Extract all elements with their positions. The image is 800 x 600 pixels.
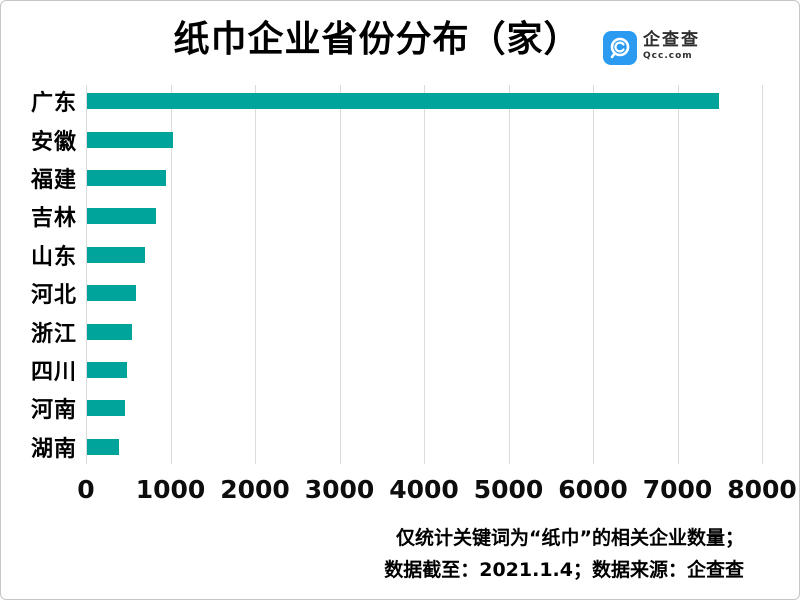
category-label-四川: 四川 (30, 359, 77, 385)
bar-row-浙江: 浙江 (1, 312, 800, 350)
gridline-3000 (339, 85, 341, 464)
category-label-广东: 广东 (30, 91, 77, 117)
gridline-4000 (424, 85, 425, 464)
x-tick-label-4000: 4000 (389, 475, 459, 504)
gridline-6000 (593, 85, 594, 464)
gridline-0 (86, 85, 87, 464)
bar-row-湖南: 湖南 (1, 428, 800, 466)
footnote-line-1: 仅统计关键词为“纸巾”的相关企业数量； (396, 527, 744, 549)
bar-广东 (87, 93, 719, 110)
gridline-1000 (170, 85, 172, 464)
bar-row-吉林: 吉林 (1, 197, 800, 235)
category-label-浙江: 浙江 (30, 321, 77, 347)
x-tick-label-5000: 5000 (473, 475, 544, 504)
category-label-山东: 山东 (30, 244, 77, 270)
bar-湖南 (87, 438, 120, 455)
bar-河北 (87, 285, 137, 302)
category-label-福建: 福建 (30, 167, 77, 193)
x-tick-label-2000: 2000 (220, 475, 290, 504)
x-tick-label-3000: 3000 (304, 475, 375, 504)
category-label-河南: 河南 (30, 398, 77, 424)
qcc-logo: 企查查 Qcc.com (603, 31, 700, 65)
bar-安徽 (87, 131, 174, 148)
bar-row-河北: 河北 (1, 274, 800, 312)
category-label-吉林: 吉林 (30, 206, 77, 232)
bar-row-山东: 山东 (1, 236, 800, 274)
chart-title: 纸巾企业省份分布（家） (173, 19, 581, 60)
bar-row-河南: 河南 (1, 389, 800, 427)
bar-河南 (87, 400, 126, 417)
x-tick-label-7000: 7000 (642, 475, 713, 504)
logo-brand-text: 企查查 (643, 30, 700, 50)
category-label-湖南: 湖南 (30, 436, 77, 462)
bar-row-安徽: 安徽 (1, 120, 800, 158)
logo-domain-text: Qcc.com (643, 51, 693, 61)
bar-四川 (87, 361, 127, 378)
x-tick-label-0: 0 (77, 475, 95, 504)
bar-山东 (87, 246, 146, 263)
category-label-河北: 河北 (30, 283, 77, 309)
chart-footnotes: 仅统计关键词为“纸巾”的相关企业数量； 数据截至：2021.1.4；数据来源：企… (384, 522, 744, 586)
footnote-line-2: 数据截至：2021.1.4；数据来源：企查查 (384, 559, 744, 581)
gridline-8000 (762, 85, 763, 464)
qcc-logo-text: 企查查 Qcc.com (643, 30, 700, 62)
x-tick-label-8000: 8000 (727, 475, 797, 504)
bar-row-广东: 广东 (1, 82, 800, 120)
bar-row-四川: 四川 (1, 351, 800, 389)
bar-福建 (87, 169, 166, 186)
x-tick-label-6000: 6000 (558, 475, 628, 504)
bar-浙江 (87, 323, 132, 340)
x-tick-label-1000: 1000 (135, 475, 206, 504)
gridline-5000 (508, 85, 510, 464)
qcc-magnifier-icon (603, 31, 637, 65)
gridline-7000 (677, 85, 679, 464)
bar-吉林 (87, 208, 157, 225)
gridline-2000 (255, 85, 256, 464)
category-label-安徽: 安徽 (30, 129, 77, 155)
bar-row-福建: 福建 (1, 159, 800, 197)
